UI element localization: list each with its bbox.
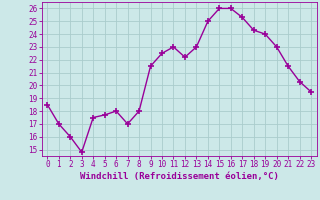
X-axis label: Windchill (Refroidissement éolien,°C): Windchill (Refroidissement éolien,°C) [80,172,279,181]
